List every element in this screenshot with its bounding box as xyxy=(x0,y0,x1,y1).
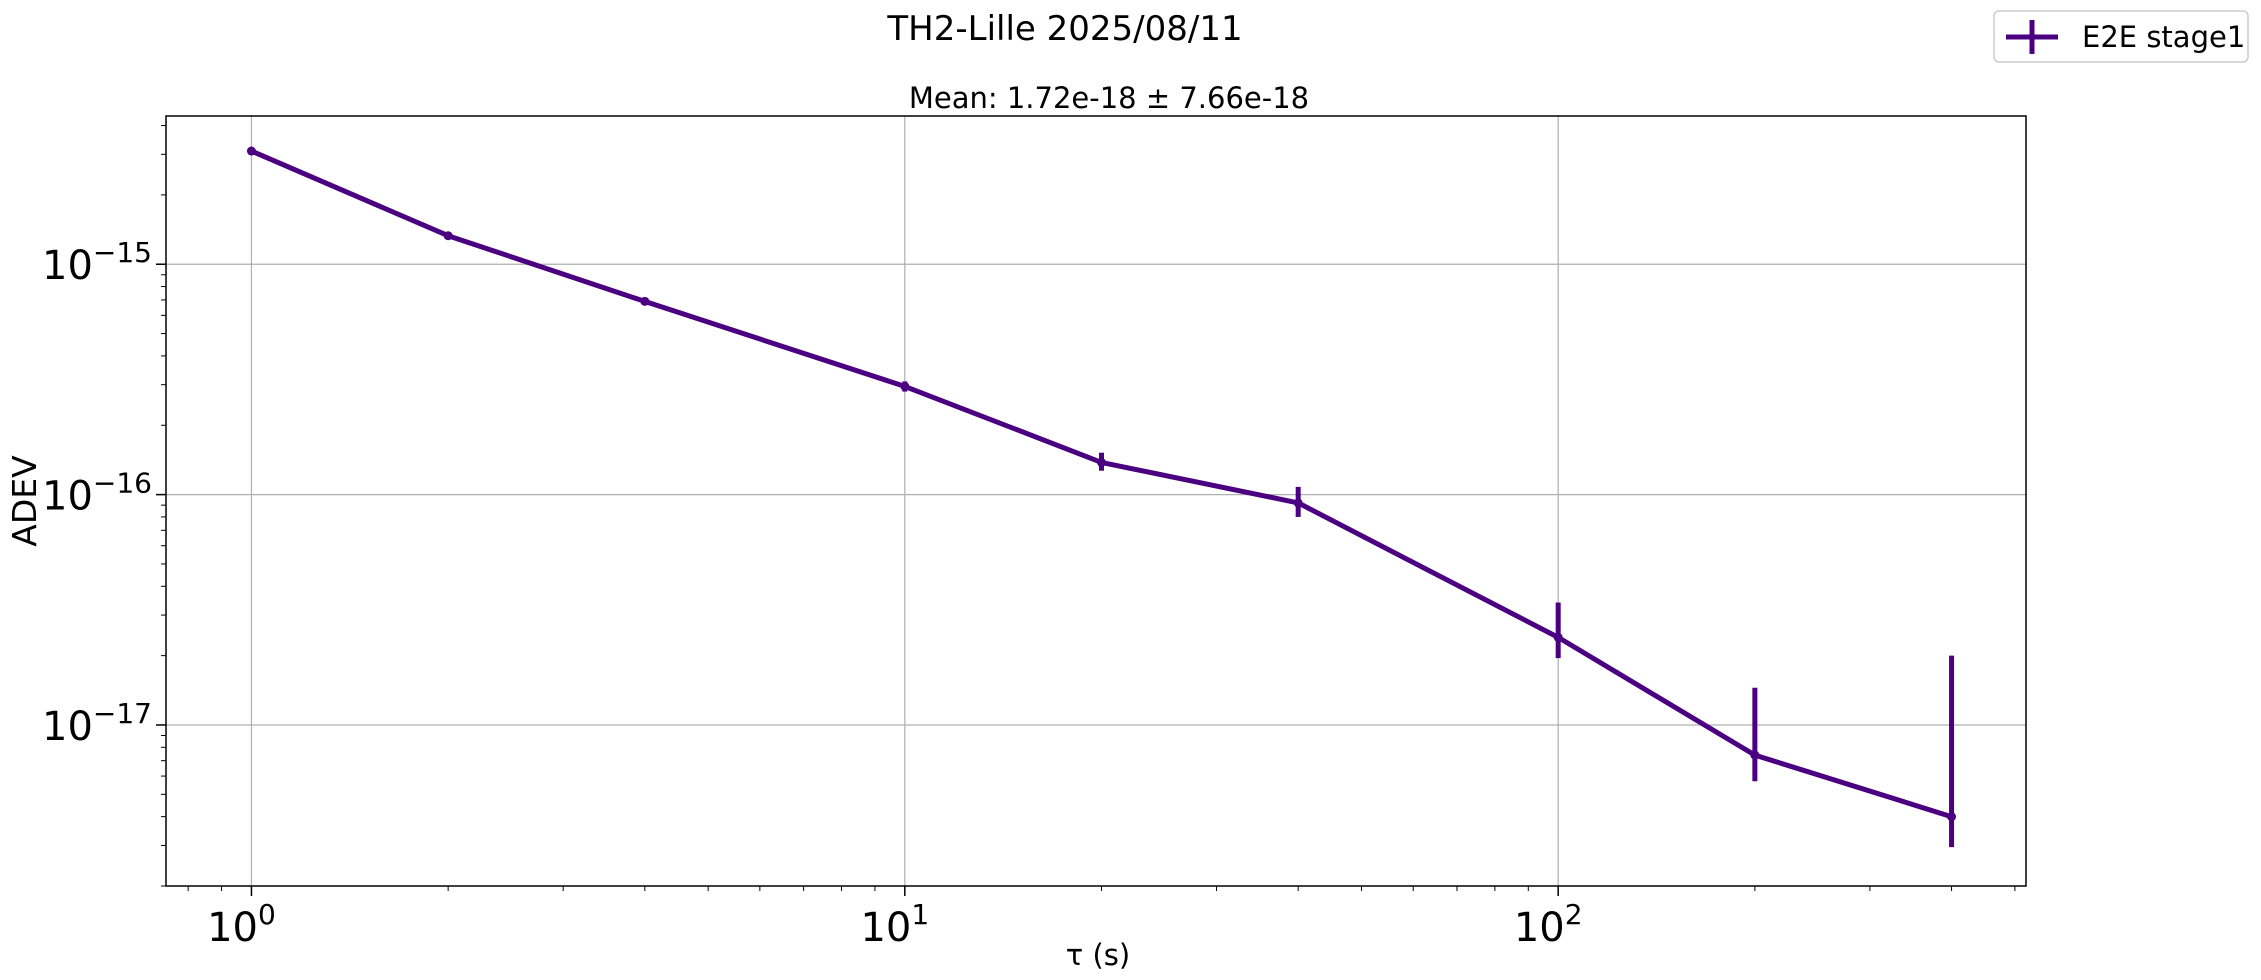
legend-frame xyxy=(1993,10,2249,63)
major-ticks xyxy=(156,263,1559,896)
legend: E2E stage1 xyxy=(1993,10,2249,63)
grid-lines xyxy=(166,116,2026,886)
x-tick-label: 102 xyxy=(1514,898,1583,951)
data-point xyxy=(1096,457,1106,467)
data-point xyxy=(1947,812,1957,822)
data-point xyxy=(246,146,256,156)
legend-series-marker xyxy=(2006,20,2058,54)
y-tick-label: 10−17 xyxy=(42,697,152,750)
y-tick-label: 10−16 xyxy=(42,467,152,520)
x-axis-label: τ (s) xyxy=(1066,938,1130,972)
data-point xyxy=(640,296,650,306)
y-axis-label: ADEV xyxy=(5,455,44,547)
x-tick-label: 100 xyxy=(207,898,276,951)
data-point xyxy=(443,231,453,241)
minor-ticks xyxy=(161,125,2016,891)
axes-frame xyxy=(165,115,2027,887)
axes-title: Mean: 1.72e-18 ± 7.66e-18 xyxy=(909,81,1309,115)
x-tick-label: 101 xyxy=(860,898,929,951)
y-tick-label: 10−15 xyxy=(42,236,152,289)
data-point xyxy=(1750,750,1760,760)
data-point xyxy=(1553,632,1563,642)
data-point xyxy=(900,381,910,391)
figure-suptitle: TH2-Lille 2025/08/11 xyxy=(886,9,1242,49)
data-point xyxy=(1293,498,1303,508)
legend-series-label: E2E stage1 xyxy=(2082,20,2245,54)
plot-series xyxy=(246,146,1957,848)
tick-labels: 100 101 102 10−15 10−16 10−17 xyxy=(42,236,1583,951)
